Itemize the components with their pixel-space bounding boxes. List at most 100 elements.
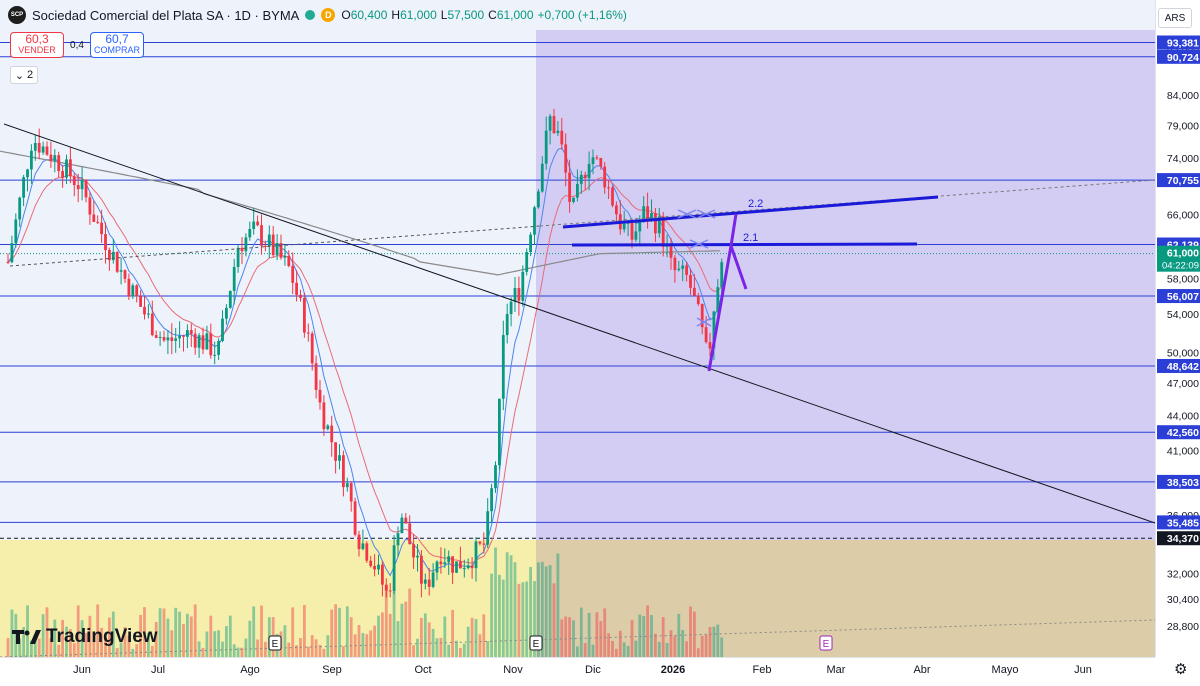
volume-bar	[236, 647, 240, 657]
volume-bar	[72, 643, 76, 657]
price-tick-label: 50,000	[1167, 347, 1199, 359]
time-axis[interactable]: Jun Jul Ago Sep Oct Nov Dic 2026 Feb Mar Abr Mayo Ju…	[0, 657, 1155, 681]
candle-body	[349, 483, 353, 502]
candle-body	[494, 465, 497, 489]
annotation-2-1: 2.1	[743, 232, 758, 244]
price-tick-label: 74,000	[1167, 153, 1199, 165]
candle-body	[271, 234, 275, 256]
candle-body	[96, 221, 100, 223]
volume-bar	[544, 566, 548, 657]
price-tick-label: 66,000	[1167, 210, 1199, 222]
level-tag-label: 34,370	[1167, 533, 1199, 545]
candle-body	[45, 146, 49, 155]
volume-bar	[232, 644, 236, 657]
volume-bar	[37, 638, 41, 657]
volume-bar	[642, 616, 646, 657]
volume-bar	[646, 605, 649, 657]
tradingview-logo-icon	[12, 630, 41, 644]
symbol-title[interactable]: Sociedad Comercial del Plata SA · 1D · B…	[32, 7, 300, 23]
candle-body	[135, 285, 139, 297]
candle-body	[537, 191, 540, 208]
candle-body	[104, 234, 107, 251]
volume-bar	[197, 641, 201, 657]
candle-body	[260, 225, 263, 246]
ohlc-change: +0,700 (+1,16%)	[537, 8, 627, 22]
level-tag	[1157, 289, 1200, 304]
candle-body	[607, 187, 610, 189]
candle-body	[638, 221, 642, 232]
candle-body	[478, 541, 482, 544]
volume-bar	[349, 617, 353, 657]
candle-body	[174, 338, 178, 341]
candle-body	[677, 268, 681, 271]
price-chart[interactable]: 2.2 2.1 E E E	[0, 0, 1155, 657]
candle-body	[388, 590, 392, 592]
volume-bar	[447, 644, 451, 657]
volume-bar	[494, 547, 497, 657]
volume-bar	[22, 627, 25, 657]
gear-icon[interactable]: ⚙	[1174, 661, 1188, 678]
volume-bar	[595, 612, 599, 657]
volume-bar	[6, 638, 10, 657]
last-price-tag	[1157, 245, 1200, 272]
volume-bar	[334, 604, 337, 657]
volume-bar	[505, 552, 509, 657]
volume-bar	[322, 648, 326, 657]
sell-button[interactable]: 60,3 VENDER	[10, 32, 64, 58]
price-tick-label: 47,000	[1167, 378, 1199, 390]
indicators-collapse-button[interactable]: ⌄ 2	[10, 66, 38, 84]
candle-body	[661, 216, 665, 247]
tradingview-logo[interactable]: TradingView	[12, 626, 158, 648]
volume-bar	[338, 607, 341, 657]
candle-body	[69, 159, 72, 177]
level-tag-label: 35,485	[1167, 517, 1199, 529]
volume-bar	[400, 603, 404, 657]
buy-button[interactable]: 60,7 COMPRAR	[90, 32, 144, 58]
volume-bar	[357, 625, 361, 657]
volume-bar	[657, 641, 661, 657]
candle-body	[119, 270, 123, 272]
candle-body	[572, 197, 575, 202]
volume-bar	[451, 609, 454, 657]
volume-bar	[30, 640, 33, 657]
volume-bar	[509, 555, 513, 657]
candle-body	[225, 307, 228, 319]
sell-price: 60,3	[25, 32, 49, 46]
time-tick-Jun: Jun	[1074, 664, 1092, 676]
candle-body	[408, 523, 412, 545]
candle-body	[470, 565, 474, 569]
volume-bar	[638, 614, 642, 657]
volume-bar	[377, 615, 380, 657]
volume-bar	[466, 626, 470, 657]
earnings-marker-icon	[268, 635, 282, 651]
volume-bar	[392, 591, 396, 657]
volume-bar	[287, 642, 291, 657]
candle-body	[474, 541, 478, 569]
candle-body	[568, 172, 571, 202]
volume-bar	[361, 633, 365, 657]
price-axis[interactable]: 28,80030,40032,00036,00041,00044,00047,0…	[1155, 0, 1200, 657]
cross-marker	[689, 239, 709, 249]
currency-selector[interactable]: ARS	[1158, 8, 1192, 28]
price-tick-label: 41,000	[1167, 446, 1199, 458]
volume-bar	[111, 611, 115, 657]
candle-body	[53, 155, 57, 161]
cross-marker	[677, 209, 716, 219]
chart-area[interactable]: 2.2 2.1 E E E SCP Sociedad Comercial del Pla…	[0, 0, 1155, 657]
volume-bar	[154, 621, 158, 657]
candle-body	[244, 237, 248, 252]
trade-panel: 60,3 VENDER 0,4 60,7 COMPRAR	[10, 32, 144, 58]
candle-body	[381, 564, 384, 585]
candle-body	[291, 266, 295, 283]
candle-body	[299, 294, 302, 298]
volume-bar	[182, 624, 185, 657]
time-tick-Mar: Mar	[827, 664, 846, 676]
volume-bar	[330, 609, 334, 657]
volume-bar	[665, 642, 669, 657]
candle-body	[513, 288, 517, 302]
volume-bar	[708, 627, 712, 657]
volume-bar	[228, 615, 232, 657]
candle-body	[30, 150, 33, 170]
candle-body	[18, 197, 22, 220]
level-tag	[1157, 173, 1200, 188]
